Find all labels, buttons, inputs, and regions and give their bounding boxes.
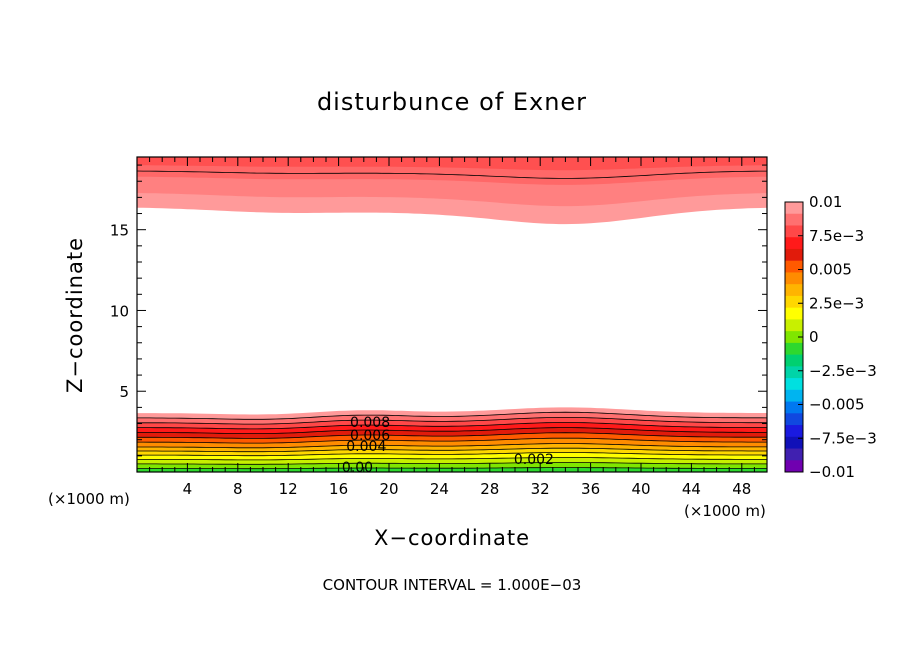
colorbar-swatch xyxy=(785,248,803,262)
colorbar-label: 0 xyxy=(809,328,819,346)
x-tick-label: 28 xyxy=(480,480,499,498)
y-tick-label: 10 xyxy=(110,302,129,320)
contour-label: 0.002 xyxy=(514,452,554,468)
colorbar-swatch xyxy=(785,460,803,473)
contour-line xyxy=(137,457,767,461)
contour-line xyxy=(137,170,767,179)
contour-line xyxy=(137,447,767,453)
colorbar-swatch xyxy=(785,366,803,379)
colorbar-swatch xyxy=(785,413,803,426)
x-tick-label: 12 xyxy=(279,480,298,498)
colorbar-swatch xyxy=(785,331,803,344)
colorbar-swatch xyxy=(785,342,803,356)
contour-band xyxy=(137,157,767,171)
x-tick-label: 32 xyxy=(531,480,550,498)
colorbar-label: −2.5e−3 xyxy=(809,362,877,380)
colorbar-label: 0.005 xyxy=(809,261,852,279)
x-axis-label: X−coordinate xyxy=(374,526,530,550)
colorbar-swatch xyxy=(785,354,803,367)
y-tick-label: 5 xyxy=(119,383,129,401)
contour-label: 0.006 xyxy=(350,428,390,444)
contour-line xyxy=(137,437,767,444)
x-tick-label: 16 xyxy=(329,480,348,498)
contour-line xyxy=(137,452,767,457)
contour-line xyxy=(137,443,767,449)
contour-interval-note: CONTOUR INTERVAL = 1.000E−03 xyxy=(322,576,582,594)
colorbar-swatch xyxy=(785,213,803,226)
colorbar-swatch xyxy=(785,307,803,320)
y-axis-label: Z−coordinate xyxy=(63,237,87,393)
colorbar-label: −0.01 xyxy=(809,463,855,481)
colorbar-swatch xyxy=(785,202,803,215)
colorbar-swatch xyxy=(785,319,803,332)
colorbar-swatch xyxy=(785,295,803,309)
colorbar-label: −7.5e−3 xyxy=(809,429,877,447)
colorbar-swatch xyxy=(785,425,803,438)
chart-title: disturbunce of Exner xyxy=(316,88,588,116)
contour-line xyxy=(137,462,767,465)
contour-line xyxy=(137,427,767,434)
colorbar-label: −0.005 xyxy=(809,396,865,414)
colorbar-swatch xyxy=(785,389,803,403)
contour-label: 0.00 xyxy=(342,460,373,476)
x-tick-label: 40 xyxy=(631,480,650,498)
contour-label: 0.008 xyxy=(350,415,390,431)
contour-line xyxy=(137,432,767,439)
colorbar-swatch xyxy=(785,284,803,297)
colorbar-swatch xyxy=(785,378,803,391)
colorbar-swatch xyxy=(785,237,803,250)
x-tick-label: 20 xyxy=(379,480,398,498)
x-tick-label: 36 xyxy=(581,480,600,498)
colorbar-swatch xyxy=(785,401,803,414)
colorbar-swatch xyxy=(785,436,803,450)
x-tick-label: 48 xyxy=(732,480,751,498)
contour-line xyxy=(137,422,767,430)
x-tick-label: 44 xyxy=(682,480,701,498)
colorbar-label: 2.5e−3 xyxy=(809,294,864,312)
colorbar-swatch xyxy=(785,272,803,285)
contour-line xyxy=(137,417,767,425)
colorbar-label: 7.5e−3 xyxy=(809,227,864,245)
contour-field xyxy=(137,157,767,472)
x-tick-label: 8 xyxy=(233,480,243,498)
contour-line xyxy=(137,411,767,420)
colorbar-label: 0.01 xyxy=(809,193,842,211)
x-unit-label-left: (×1000 m) xyxy=(48,490,130,508)
contour-label: 0.004 xyxy=(346,439,386,455)
x-tick-label: 4 xyxy=(183,480,193,498)
colorbar-swatch xyxy=(785,260,803,273)
x-unit-label-right: (×1000 m) xyxy=(684,502,766,520)
y-tick-label: 15 xyxy=(110,222,129,240)
colorbar-swatch xyxy=(785,225,803,238)
colorbar-swatch xyxy=(785,448,803,461)
x-tick-label: 24 xyxy=(430,480,449,498)
